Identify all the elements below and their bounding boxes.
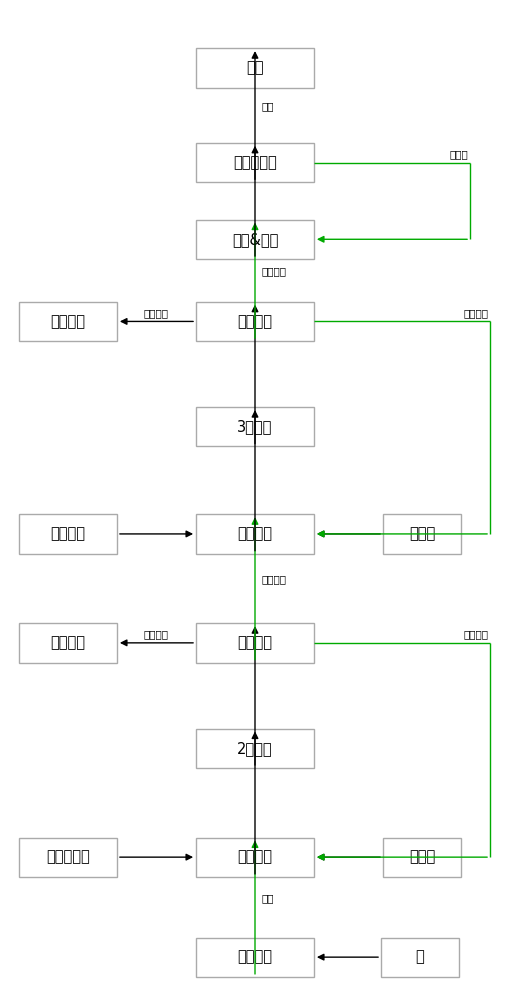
Bar xyxy=(196,143,314,182)
Bar xyxy=(19,623,117,663)
Text: 粘土矿物: 粘土矿物 xyxy=(238,950,272,965)
Text: 粒度太小: 粒度太小 xyxy=(463,629,488,639)
Text: 碾碎回收: 碾碎回收 xyxy=(50,314,86,329)
Text: 不合格: 不合格 xyxy=(449,149,468,159)
Text: 水: 水 xyxy=(416,950,425,965)
Text: 粒度太大: 粒度太大 xyxy=(144,308,169,318)
Text: 催化剂粉末: 催化剂粉末 xyxy=(46,850,90,865)
Bar xyxy=(19,838,117,877)
Text: 粘结剂: 粘结剂 xyxy=(409,850,435,865)
Text: 粒度合格: 粒度合格 xyxy=(261,266,286,276)
Bar xyxy=(381,938,459,977)
Bar xyxy=(383,838,461,877)
Text: 发泡: 发泡 xyxy=(261,893,274,903)
Bar xyxy=(383,514,461,554)
Text: 2层颗粒: 2层颗粒 xyxy=(237,741,273,756)
Bar xyxy=(19,514,117,554)
Bar xyxy=(196,838,314,877)
Text: 一层成型: 一层成型 xyxy=(238,850,272,865)
Text: 骨架材料: 骨架材料 xyxy=(50,526,86,541)
Bar xyxy=(196,302,314,341)
Text: 干燥&抛光: 干燥&抛光 xyxy=(232,232,278,247)
Text: 粒度合格: 粒度合格 xyxy=(261,574,286,584)
Bar xyxy=(19,302,117,341)
Bar xyxy=(196,729,314,768)
Bar xyxy=(196,514,314,554)
Text: 在线检测: 在线检测 xyxy=(238,635,272,650)
Bar xyxy=(196,623,314,663)
Bar xyxy=(196,220,314,259)
Text: 3层颗粒: 3层颗粒 xyxy=(237,419,272,434)
Text: 合格: 合格 xyxy=(261,101,274,111)
Text: 含水量检测: 含水量检测 xyxy=(233,155,277,170)
Text: 碾碎回收: 碾碎回收 xyxy=(50,635,86,650)
Text: 包装: 包装 xyxy=(246,60,264,75)
Text: 在线检测: 在线检测 xyxy=(238,314,272,329)
Text: 粒度太小: 粒度太小 xyxy=(463,308,488,318)
Text: 粘结剂: 粘结剂 xyxy=(409,526,435,541)
Bar xyxy=(196,48,314,88)
Text: 二层成型: 二层成型 xyxy=(238,526,272,541)
Bar xyxy=(196,938,314,977)
Text: 粒度太大: 粒度太大 xyxy=(144,629,169,639)
Bar xyxy=(196,407,314,446)
